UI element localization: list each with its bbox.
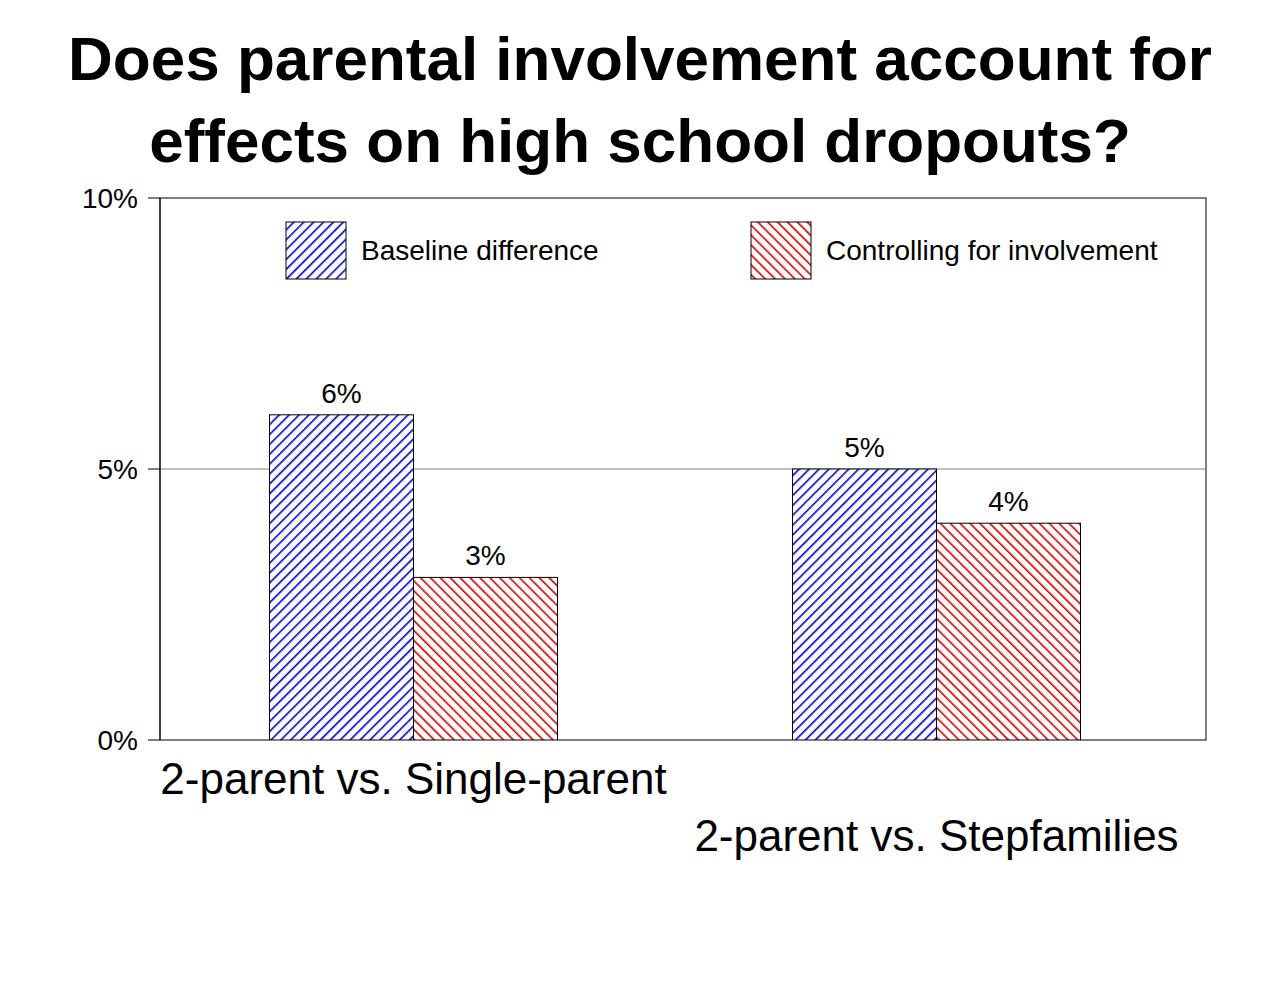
data-label: 3% xyxy=(465,540,505,571)
bar xyxy=(937,523,1081,740)
data-label: 5% xyxy=(844,432,884,463)
bar xyxy=(793,469,937,740)
y-tick xyxy=(148,740,160,741)
y-tick-label: 0% xyxy=(98,725,138,756)
legend-label: Baseline difference xyxy=(361,235,599,266)
x-tick-label: 2-parent vs. Single-parent xyxy=(160,754,666,803)
y-axis xyxy=(160,198,161,740)
legend: Baseline difference Controlling for invol… xyxy=(286,222,1158,279)
legend-label: Controlling for involvement xyxy=(826,235,1158,266)
title: Does parental involvement account for eff… xyxy=(68,24,1212,175)
data-label: 6% xyxy=(321,378,361,409)
title-line: Does parental involvement account for xyxy=(68,24,1212,93)
legend-swatch xyxy=(286,222,346,279)
bar xyxy=(270,415,414,740)
legend-swatch xyxy=(751,222,811,279)
y-tick-label: 5% xyxy=(98,454,138,485)
bar xyxy=(414,577,558,740)
background xyxy=(0,0,1280,986)
chart: Does parental involvement account for eff… xyxy=(0,0,1280,986)
y-tick-label: 10% xyxy=(82,183,138,214)
y-tick xyxy=(148,198,160,199)
x-tick-label: 2-parent vs. Stepfamilies xyxy=(694,811,1178,860)
title-line: effects on high school dropouts? xyxy=(149,106,1131,175)
plot-frame xyxy=(160,198,1206,740)
y-tick xyxy=(148,469,160,470)
data-labels: 6% 5% 3% 4% xyxy=(321,378,1028,572)
data-label: 4% xyxy=(988,486,1028,517)
bars xyxy=(270,415,1081,740)
